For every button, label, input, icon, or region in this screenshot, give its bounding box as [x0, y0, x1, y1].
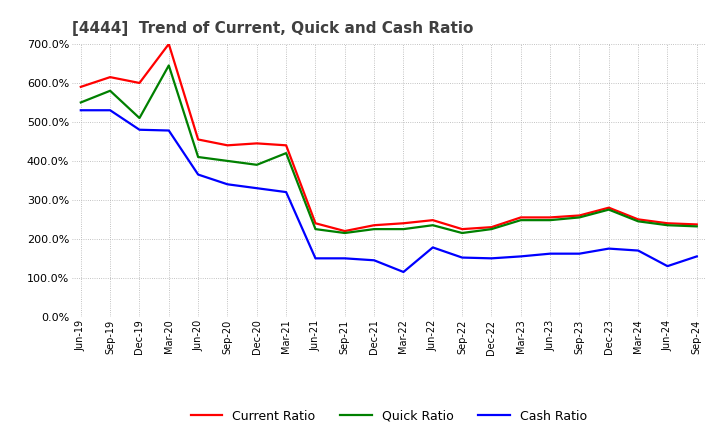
Text: [4444]  Trend of Current, Quick and Cash Ratio: [4444] Trend of Current, Quick and Cash …: [72, 21, 473, 36]
Line: Quick Ratio: Quick Ratio: [81, 66, 697, 233]
Quick Ratio: [164, 63, 173, 68]
Quick Ratio: [253, 162, 261, 168]
Cash Ratio: [546, 251, 554, 257]
Legend: Current Ratio, Quick Ratio, Cash Ratio: Current Ratio, Quick Ratio, Cash Ratio: [186, 405, 592, 428]
Quick Ratio: [575, 215, 584, 220]
Quick Ratio: [370, 227, 379, 232]
Current Ratio: [693, 222, 701, 227]
Quick Ratio: [399, 227, 408, 232]
Current Ratio: [311, 220, 320, 226]
Current Ratio: [194, 137, 202, 142]
Cash Ratio: [428, 245, 437, 250]
Cash Ratio: [106, 108, 114, 113]
Line: Current Ratio: Current Ratio: [81, 44, 697, 231]
Cash Ratio: [253, 186, 261, 191]
Quick Ratio: [663, 223, 672, 228]
Current Ratio: [223, 143, 232, 148]
Cash Ratio: [634, 248, 642, 253]
Current Ratio: [546, 215, 554, 220]
Quick Ratio: [282, 150, 290, 156]
Quick Ratio: [458, 231, 467, 236]
Quick Ratio: [428, 223, 437, 228]
Current Ratio: [663, 220, 672, 226]
Quick Ratio: [546, 217, 554, 223]
Cash Ratio: [663, 264, 672, 269]
Quick Ratio: [487, 227, 496, 232]
Cash Ratio: [223, 182, 232, 187]
Current Ratio: [516, 215, 525, 220]
Cash Ratio: [399, 269, 408, 275]
Current Ratio: [428, 217, 437, 223]
Current Ratio: [282, 143, 290, 148]
Current Ratio: [605, 205, 613, 210]
Current Ratio: [76, 84, 85, 89]
Current Ratio: [634, 217, 642, 222]
Current Ratio: [253, 141, 261, 146]
Cash Ratio: [575, 251, 584, 257]
Cash Ratio: [605, 246, 613, 251]
Current Ratio: [164, 41, 173, 47]
Cash Ratio: [487, 256, 496, 261]
Cash Ratio: [458, 255, 467, 260]
Current Ratio: [370, 223, 379, 228]
Current Ratio: [487, 224, 496, 230]
Quick Ratio: [605, 207, 613, 212]
Quick Ratio: [194, 154, 202, 160]
Quick Ratio: [135, 115, 144, 121]
Current Ratio: [135, 81, 144, 86]
Quick Ratio: [76, 100, 85, 105]
Current Ratio: [341, 228, 349, 234]
Quick Ratio: [223, 158, 232, 164]
Quick Ratio: [341, 231, 349, 236]
Cash Ratio: [282, 190, 290, 195]
Quick Ratio: [634, 219, 642, 224]
Current Ratio: [399, 220, 408, 226]
Cash Ratio: [516, 254, 525, 259]
Cash Ratio: [693, 254, 701, 259]
Quick Ratio: [106, 88, 114, 93]
Cash Ratio: [135, 127, 144, 132]
Cash Ratio: [164, 128, 173, 133]
Cash Ratio: [370, 258, 379, 263]
Cash Ratio: [311, 256, 320, 261]
Quick Ratio: [516, 217, 525, 223]
Current Ratio: [575, 213, 584, 218]
Quick Ratio: [311, 227, 320, 232]
Current Ratio: [106, 74, 114, 80]
Line: Cash Ratio: Cash Ratio: [81, 110, 697, 272]
Current Ratio: [458, 227, 467, 232]
Cash Ratio: [341, 256, 349, 261]
Cash Ratio: [76, 108, 85, 113]
Quick Ratio: [693, 224, 701, 229]
Cash Ratio: [194, 172, 202, 177]
